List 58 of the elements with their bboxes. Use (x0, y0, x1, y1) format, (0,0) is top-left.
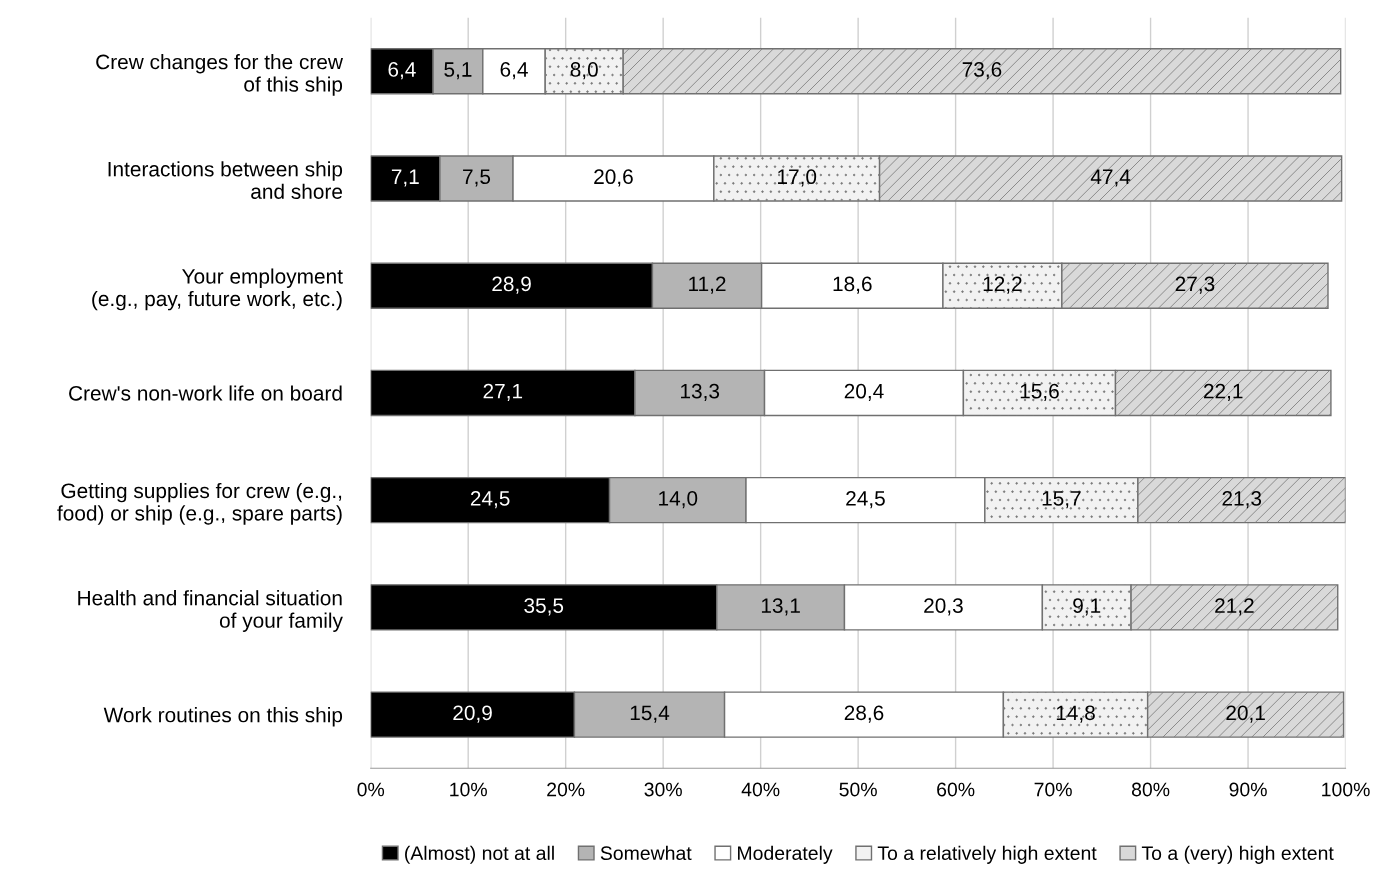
data-label: 27,3 (1175, 276, 1215, 294)
data-label: 15,4 (630, 705, 670, 723)
legend-label: To a (very) high extent (1141, 845, 1334, 864)
data-label: 27,1 (483, 383, 523, 401)
data-label: 21,3 (1222, 491, 1262, 509)
data-label: 22,1 (1203, 383, 1243, 401)
data-label: 9,1 (1073, 598, 1101, 616)
x-tick-label: 20% (547, 782, 585, 797)
data-label: 35,5 (524, 598, 564, 616)
data-label: 12,2 (983, 276, 1022, 294)
data-label: 24,5 (470, 491, 510, 509)
y-tick-label: Work routines on this ship (103, 707, 343, 727)
data-label: 20,4 (844, 383, 884, 401)
y-tick-label: Interactions between ship and shore (108, 161, 343, 199)
x-tick-label: 60% (937, 782, 975, 797)
data-label: 15,6 (1020, 383, 1059, 401)
data-label: 6,4 (500, 62, 528, 80)
data-label: 6,4 (388, 62, 416, 80)
data-label: 15,7 (1042, 491, 1081, 509)
legend-label: To a relatively high extent (877, 845, 1097, 864)
data-label: 17,0 (778, 169, 817, 187)
data-label: 5,1 (444, 62, 472, 80)
data-label: 47,4 (1090, 169, 1131, 187)
x-tick-label: 70% (1034, 782, 1072, 797)
x-tick-label: 40% (741, 782, 780, 797)
y-tick-label: Crew changes for the crew of this ship (96, 54, 343, 96)
data-label: 24,5 (846, 491, 885, 509)
x-tick-label: 80% (1131, 782, 1170, 797)
data-label: 14,0 (659, 491, 698, 509)
y-tick-label: Getting supplies for crew (e.g., food) or ship (e.g., spare parts) (57, 482, 342, 525)
y-tick-label: Crew's non-work life on board (69, 385, 342, 401)
data-label: 73,6 (962, 62, 1002, 80)
data-label: 11,2 (689, 276, 726, 294)
legend-label: (Almost) not at all (405, 845, 554, 864)
data-label: 18,6 (833, 276, 872, 294)
legend-label: Moderately (738, 845, 833, 864)
data-label: 13,3 (681, 383, 720, 401)
data-label: 21,2 (1215, 598, 1254, 616)
data-label: 20,6 (594, 169, 633, 187)
data-label: 14,8 (1056, 705, 1095, 723)
x-tick-label: 10% (450, 782, 487, 797)
data-label: 13,1 (761, 598, 800, 616)
y-tick-label: Your employment (e.g., pay, future work, etc.) (92, 268, 343, 311)
legend-label: Somewhat (600, 845, 692, 861)
x-tick-label: 100% (1322, 782, 1370, 797)
x-tick-label: 0% (357, 782, 385, 797)
data-label: 28,6 (844, 705, 884, 723)
x-tick-label: 90% (1229, 782, 1267, 797)
data-label: 20,1 (1226, 705, 1265, 723)
data-label: 7,5 (463, 169, 491, 187)
data-label: 7,1 (391, 169, 419, 187)
x-tick-label: 30% (644, 782, 682, 797)
y-tick-label: Health and financial situation of your family (78, 590, 343, 632)
data-label: 8,0 (570, 62, 598, 80)
data-label: 20,3 (924, 598, 963, 616)
data-label: 28,9 (492, 276, 531, 294)
x-tick-label: 50% (839, 782, 877, 797)
data-label: 20,9 (453, 705, 492, 723)
